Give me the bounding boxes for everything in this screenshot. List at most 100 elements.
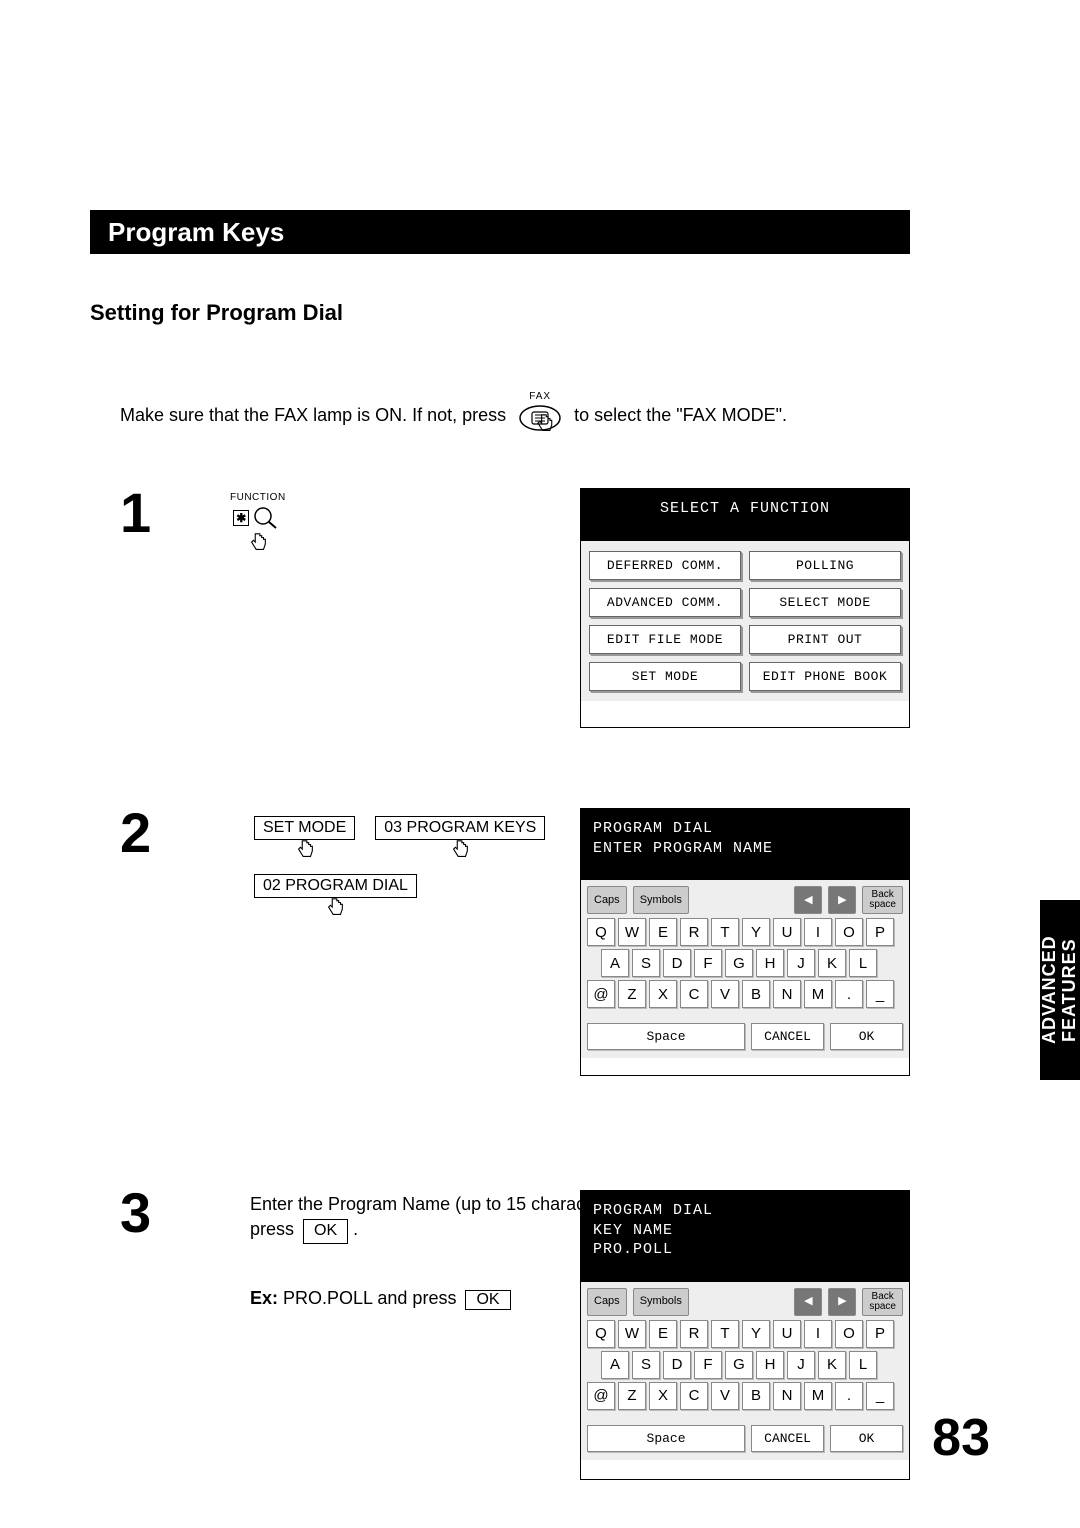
lcd-func-editphone[interactable]: EDIT PHONE BOOK — [749, 662, 901, 691]
kb-key-a[interactable]: A — [601, 949, 629, 977]
kb-ok[interactable]: OK — [830, 1425, 903, 1452]
lcd-func-advanced[interactable]: ADVANCED COMM. — [589, 588, 741, 617]
kb-cancel[interactable]: CANCEL — [751, 1023, 824, 1050]
kb-key-a[interactable]: A — [601, 1351, 629, 1379]
step3-line2-pre: press — [250, 1219, 299, 1239]
lcd-func-polling[interactable]: POLLING — [749, 551, 901, 580]
kb-key-h[interactable]: H — [756, 949, 784, 977]
kb-key-w[interactable]: W — [618, 1320, 646, 1348]
section-tab: ADVANCED FEATURES — [1040, 900, 1080, 1080]
kb-key-.[interactable]: . — [835, 980, 863, 1008]
kb-key-r[interactable]: R — [680, 918, 708, 946]
kb-key-e[interactable]: E — [649, 918, 677, 946]
lcd-func-setmode[interactable]: SET MODE — [589, 662, 741, 691]
magnifier-icon — [252, 506, 282, 530]
kb-key-y[interactable]: Y — [742, 918, 770, 946]
intro-line: Make sure that the FAX lamp is ON. If no… — [120, 395, 787, 436]
kb-space[interactable]: Space — [587, 1425, 745, 1452]
kb-cancel[interactable]: CANCEL — [751, 1425, 824, 1452]
fax-label: FAX — [529, 391, 551, 402]
kb-key-i[interactable]: I — [804, 1320, 832, 1348]
kb-key-@[interactable]: @ — [587, 980, 615, 1008]
kb-right-arrow-icon[interactable]: ▶ — [828, 886, 856, 914]
kb-key-p[interactable]: P — [866, 918, 894, 946]
kb-key-r[interactable]: R — [680, 1320, 708, 1348]
kb-key-.[interactable]: . — [835, 1382, 863, 1410]
kb-key-m[interactable]: M — [804, 980, 832, 1008]
kb-key-j[interactable]: J — [787, 949, 815, 977]
kb-key-w[interactable]: W — [618, 918, 646, 946]
kb-key-n[interactable]: N — [773, 1382, 801, 1410]
kb-backspace[interactable]: Back space — [862, 886, 903, 914]
kb-symbols[interactable]: Symbols — [633, 1288, 689, 1316]
kb-key-c[interactable]: C — [680, 1382, 708, 1410]
kb-right-arrow-icon[interactable]: ▶ — [828, 1288, 856, 1316]
kb-key-z[interactable]: Z — [618, 980, 646, 1008]
key-program-keys[interactable]: 03 PROGRAM KEYS — [375, 816, 545, 840]
kb-key-e[interactable]: E — [649, 1320, 677, 1348]
kb-key-k[interactable]: K — [818, 1351, 846, 1379]
kb-backspace[interactable]: Back space — [862, 1288, 903, 1316]
kb-key-s[interactable]: S — [632, 1351, 660, 1379]
lcd-func-deferred[interactable]: DEFERRED COMM. — [589, 551, 741, 580]
kb-space[interactable]: Space — [587, 1023, 745, 1050]
kb-key-k[interactable]: K — [818, 949, 846, 977]
ok-key-inline-2: OK — [465, 1290, 510, 1310]
kb-row-2: ASDFGHJKL — [587, 949, 903, 977]
kb-key-c[interactable]: C — [680, 980, 708, 1008]
kb-key-x[interactable]: X — [649, 1382, 677, 1410]
lcd-func-printout[interactable]: PRINT OUT — [749, 625, 901, 654]
kb-key-q[interactable]: Q — [587, 918, 615, 946]
kb-caps[interactable]: Caps — [587, 886, 627, 914]
kb-key-l[interactable]: L — [849, 949, 877, 977]
kb-key-y[interactable]: Y — [742, 1320, 770, 1348]
kb-key-f[interactable]: F — [694, 1351, 722, 1379]
kb-key-b[interactable]: B — [742, 980, 770, 1008]
kb-key-@[interactable]: @ — [587, 1382, 615, 1410]
kb-key-_[interactable]: _ — [866, 980, 894, 1008]
intro-pre: Make sure that the FAX lamp is ON. If no… — [120, 405, 506, 426]
kb-key-d[interactable]: D — [663, 949, 691, 977]
kb-key-b[interactable]: B — [742, 1382, 770, 1410]
kb-key-p[interactable]: P — [866, 1320, 894, 1348]
kb-key-z[interactable]: Z — [618, 1382, 646, 1410]
kb-caps[interactable]: Caps — [587, 1288, 627, 1316]
function-label: FUNCTION — [230, 492, 286, 503]
kb-left-arrow-icon[interactable]: ◀ — [794, 1288, 822, 1316]
kb-key-x[interactable]: X — [649, 980, 677, 1008]
kb-key-f[interactable]: F — [694, 949, 722, 977]
intro-post: to select the "FAX MODE". — [574, 405, 787, 426]
kb-key-g[interactable]: G — [725, 949, 753, 977]
kb-key-t[interactable]: T — [711, 918, 739, 946]
lcd3-title1: PROGRAM DIAL — [593, 1201, 897, 1221]
kb-key-i[interactable]: I — [804, 918, 832, 946]
kb-key-o[interactable]: O — [835, 1320, 863, 1348]
kb-key-u[interactable]: U — [773, 1320, 801, 1348]
kb-ok[interactable]: OK — [830, 1023, 903, 1050]
kb-key-_[interactable]: _ — [866, 1382, 894, 1410]
ex-label: Ex: — [250, 1288, 278, 1308]
kb-key-d[interactable]: D — [663, 1351, 691, 1379]
key-set-mode[interactable]: SET MODE — [254, 816, 355, 840]
kb-key-q[interactable]: Q — [587, 1320, 615, 1348]
kb-key-t[interactable]: T — [711, 1320, 739, 1348]
kb-left-arrow-icon[interactable]: ◀ — [794, 886, 822, 914]
kb-symbols[interactable]: Symbols — [633, 886, 689, 914]
kb-key-n[interactable]: N — [773, 980, 801, 1008]
lcd-func-editfile[interactable]: EDIT FILE MODE — [589, 625, 741, 654]
kb-key-g[interactable]: G — [725, 1351, 753, 1379]
kb-key-m[interactable]: M — [804, 1382, 832, 1410]
kb-key-l[interactable]: L — [849, 1351, 877, 1379]
kb-key-v[interactable]: V — [711, 980, 739, 1008]
lcd3-title3: PRO.POLL — [593, 1240, 897, 1260]
kb-key-u[interactable]: U — [773, 918, 801, 946]
kb-key-s[interactable]: S — [632, 949, 660, 977]
kb-row-3: @ZXCVBNM._ — [587, 1382, 903, 1410]
kb-key-v[interactable]: V — [711, 1382, 739, 1410]
kb-key-h[interactable]: H — [756, 1351, 784, 1379]
kb-key-j[interactable]: J — [787, 1351, 815, 1379]
key-program-dial[interactable]: 02 PROGRAM DIAL — [254, 874, 417, 898]
kb-key-o[interactable]: O — [835, 918, 863, 946]
subtitle: Setting for Program Dial — [90, 300, 343, 326]
lcd-func-selectmode[interactable]: SELECT MODE — [749, 588, 901, 617]
